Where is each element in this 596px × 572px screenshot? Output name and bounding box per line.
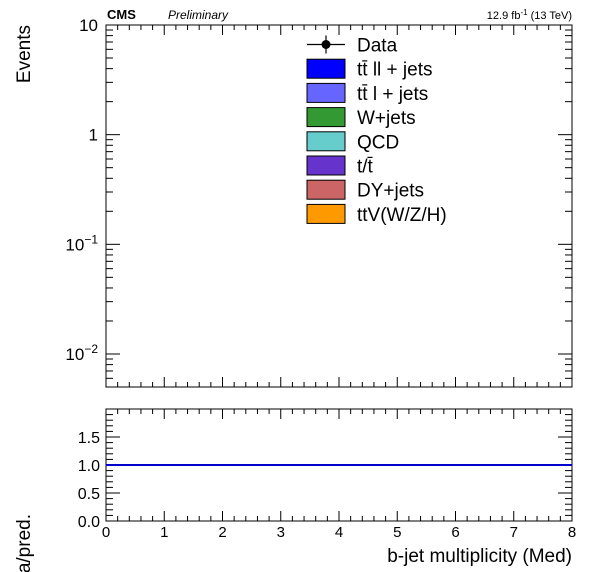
- legend-entry: Data: [307, 35, 398, 57]
- ratio-y-tick-label: 1.0: [78, 458, 100, 475]
- x-axis-title: b-jet multiplicity (Med): [387, 546, 572, 567]
- legend-label: Data: [357, 36, 398, 57]
- legend-swatch: [306, 155, 346, 176]
- legend-label: tt̄ ll + jets: [357, 60, 433, 81]
- ratio-x-axis: 0 1 2 3 4 5 6 7 8: [102, 409, 576, 541]
- legend-swatch: [306, 179, 346, 200]
- legend-entry: W+jets: [306, 107, 416, 129]
- legend-swatch: [306, 82, 346, 103]
- legend-swatch: [306, 107, 346, 128]
- main-y-tick-exponent: −1: [84, 232, 98, 246]
- ratio-y-tick-label: 0.0: [78, 514, 100, 531]
- legend-entry: QCD: [306, 131, 399, 153]
- experiment-label: CMS: [107, 7, 136, 22]
- legend-entry: tt̄ ll + jets: [306, 58, 433, 81]
- legend-swatch: [306, 131, 346, 152]
- legend-swatch: [306, 203, 346, 224]
- ratio-y-axis-title: Data/pred.: [14, 514, 35, 572]
- ratio-x-tick-label: 7: [510, 524, 518, 541]
- legend-swatch: [306, 58, 346, 79]
- main-y-tick-label: 10: [79, 16, 98, 35]
- legend-label: QCD: [357, 132, 399, 153]
- legend-label: W+jets: [357, 108, 416, 129]
- legend-entry: t/t̄: [306, 155, 374, 178]
- lumi-energy: (13 TeV): [528, 10, 572, 22]
- ratio-x-tick-label: 8: [568, 524, 576, 541]
- ratio-x-tick-label: 4: [335, 524, 343, 541]
- ratio-y-tick-label: 0.5: [78, 486, 100, 503]
- main-y-tick-exponent: −2: [84, 342, 98, 356]
- ratio-y-tick-label: 1.5: [78, 430, 100, 447]
- ratio-x-tick-label: 3: [277, 524, 285, 541]
- legend-data-marker: [321, 40, 331, 49]
- ratio-x-tick-label: 2: [218, 524, 226, 541]
- legend-entry: ttV(W/Z/H): [306, 203, 447, 226]
- legend-label: tt̄ l + jets: [357, 84, 428, 105]
- main-y-tick-label: 10−1: [65, 232, 98, 254]
- main-y-tick-base: 10: [65, 235, 84, 254]
- status-label: Preliminary: [168, 8, 229, 22]
- legend-entry: DY+jets: [306, 179, 424, 202]
- main-y-tick-base: 10: [79, 16, 98, 35]
- legend-label: t/t̄: [357, 157, 374, 178]
- ratio-x-tick-label: 5: [393, 524, 401, 541]
- ratio-panel: 0.0 0.5 1.0 1.5 0 1 2 3 4 5 6 7 8 Data/pred. b-jet …: [14, 408, 576, 572]
- main-y-tick-base: 10: [65, 345, 84, 364]
- ratio-x-tick-label: 6: [451, 524, 459, 541]
- ratio-y-axis: 0.0 0.5 1.0 1.5: [78, 408, 572, 531]
- legend: Data tt̄ ll + jets tt̄ l + jets W+jets QCD t/…: [306, 35, 447, 226]
- legend-label: ttV(W/Z/H): [357, 205, 447, 226]
- ratio-x-tick-label: 0: [102, 524, 110, 541]
- main-x-axis-ticks: [105, 25, 573, 387]
- main-y-tick-label: 1: [89, 126, 98, 145]
- main-y-axis-title: Events: [14, 25, 35, 83]
- main-y-tick-label: 10−2: [65, 342, 98, 364]
- main-y-tick-base: 1: [89, 126, 98, 145]
- legend-entry: tt̄ l + jets: [306, 82, 428, 105]
- legend-label: DY+jets: [357, 181, 424, 202]
- ratio-x-tick-label: 1: [160, 524, 168, 541]
- lumi-label: 12.9 fb-1 (13 TeV): [487, 8, 572, 22]
- lumi-value: 12.9 fb: [487, 10, 521, 22]
- lumi-exponent: -1: [520, 8, 528, 17]
